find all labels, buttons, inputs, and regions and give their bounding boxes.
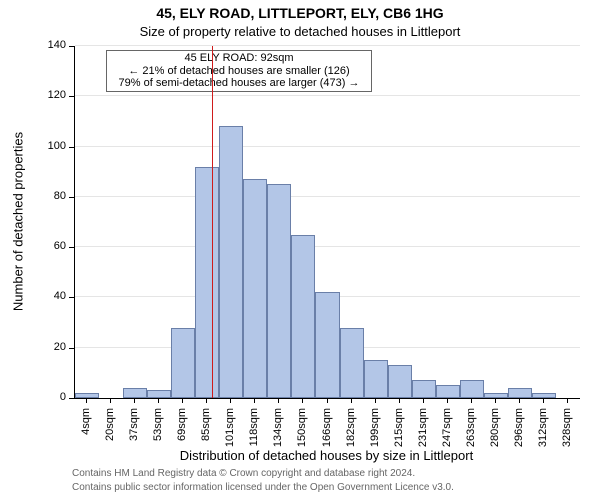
xtick-mark xyxy=(543,398,544,403)
xtick-label: 328sqm xyxy=(561,408,573,468)
xtick-label: 69sqm xyxy=(176,408,188,468)
histogram-bar xyxy=(243,179,267,398)
xtick-label: 247sqm xyxy=(441,408,453,468)
histogram-bar xyxy=(147,390,171,398)
ytick-mark xyxy=(69,46,74,47)
ytick-label: 80 xyxy=(36,190,66,202)
xtick-mark xyxy=(302,398,303,403)
xtick-mark xyxy=(278,398,279,403)
annotation-line-1: 45 ELY ROAD: 92sqm xyxy=(107,52,371,65)
plot-area xyxy=(74,46,580,399)
histogram-bar xyxy=(436,385,460,398)
xtick-label: 182sqm xyxy=(345,408,357,468)
histogram-bar xyxy=(219,126,243,398)
footer-line-2: Contains public sector information licen… xyxy=(72,482,454,493)
footer-line-1: Contains HM Land Registry data © Crown c… xyxy=(72,468,415,479)
xtick-label: 150sqm xyxy=(296,408,308,468)
xtick-label: 215sqm xyxy=(393,408,405,468)
gridline xyxy=(75,95,580,96)
xtick-mark xyxy=(182,398,183,403)
xtick-label: 37sqm xyxy=(128,408,140,468)
ytick-mark xyxy=(69,247,74,248)
xtick-mark xyxy=(375,398,376,403)
xtick-mark xyxy=(158,398,159,403)
xtick-mark xyxy=(86,398,87,403)
xtick-label: 53sqm xyxy=(152,408,164,468)
xtick-label: 280sqm xyxy=(489,408,501,468)
histogram-bar xyxy=(195,167,219,398)
histogram-bar xyxy=(460,380,484,398)
histogram-bar xyxy=(267,184,291,398)
xtick-mark xyxy=(567,398,568,403)
ytick-label: 20 xyxy=(36,341,66,353)
xtick-label: 85sqm xyxy=(200,408,212,468)
xtick-label: 118sqm xyxy=(248,408,260,468)
xtick-mark xyxy=(110,398,111,403)
xtick-mark xyxy=(351,398,352,403)
histogram-bar xyxy=(508,388,532,398)
xtick-mark xyxy=(134,398,135,403)
xtick-label: 199sqm xyxy=(369,408,381,468)
xtick-label: 263sqm xyxy=(465,408,477,468)
xtick-label: 134sqm xyxy=(272,408,284,468)
ytick-label: 0 xyxy=(36,391,66,403)
ytick-label: 140 xyxy=(36,39,66,51)
ytick-mark xyxy=(69,398,74,399)
ytick-label: 120 xyxy=(36,89,66,101)
xtick-mark xyxy=(519,398,520,403)
xtick-mark xyxy=(423,398,424,403)
annotation-box: 45 ELY ROAD: 92sqm ← 21% of detached hou… xyxy=(106,50,372,92)
xtick-mark xyxy=(327,398,328,403)
xtick-label: 312sqm xyxy=(537,408,549,468)
histogram-bar xyxy=(340,328,364,398)
xtick-mark xyxy=(206,398,207,403)
histogram-bar xyxy=(171,328,195,398)
chart-subtitle: Size of property relative to detached ho… xyxy=(0,24,600,39)
xtick-label: 4sqm xyxy=(80,408,92,468)
ytick-mark xyxy=(69,297,74,298)
ytick-mark xyxy=(69,147,74,148)
xtick-mark xyxy=(254,398,255,403)
xtick-mark xyxy=(230,398,231,403)
ytick-mark xyxy=(69,96,74,97)
xtick-mark xyxy=(495,398,496,403)
histogram-bar xyxy=(412,380,436,398)
ytick-label: 60 xyxy=(36,240,66,252)
xtick-label: 231sqm xyxy=(417,408,429,468)
y-axis-label: Number of detached properties xyxy=(11,62,26,382)
histogram-bar xyxy=(388,365,412,398)
gridline xyxy=(75,246,580,247)
ytick-label: 100 xyxy=(36,140,66,152)
gridline xyxy=(75,196,580,197)
histogram-bar xyxy=(123,388,147,398)
ytick-label: 40 xyxy=(36,290,66,302)
xtick-mark xyxy=(447,398,448,403)
xtick-label: 101sqm xyxy=(224,408,236,468)
chart-title: 45, ELY ROAD, LITTLEPORT, ELY, CB6 1HG xyxy=(0,5,600,21)
xtick-label: 20sqm xyxy=(104,408,116,468)
chart-container: 45, ELY ROAD, LITTLEPORT, ELY, CB6 1HG S… xyxy=(0,0,600,500)
histogram-bar xyxy=(364,360,388,398)
ytick-mark xyxy=(69,197,74,198)
gridline xyxy=(75,146,580,147)
xtick-mark xyxy=(399,398,400,403)
histogram-bar xyxy=(75,393,99,398)
xtick-mark xyxy=(471,398,472,403)
gridline xyxy=(75,45,580,46)
xtick-label: 296sqm xyxy=(513,408,525,468)
histogram-bar xyxy=(315,292,339,398)
annotation-line-3: 79% of semi-detached houses are larger (… xyxy=(107,77,371,90)
annotation-line-2: ← 21% of detached houses are smaller (12… xyxy=(107,65,371,78)
reference-line xyxy=(212,46,213,398)
histogram-bar xyxy=(291,235,315,398)
xtick-label: 166sqm xyxy=(321,408,333,468)
ytick-mark xyxy=(69,348,74,349)
